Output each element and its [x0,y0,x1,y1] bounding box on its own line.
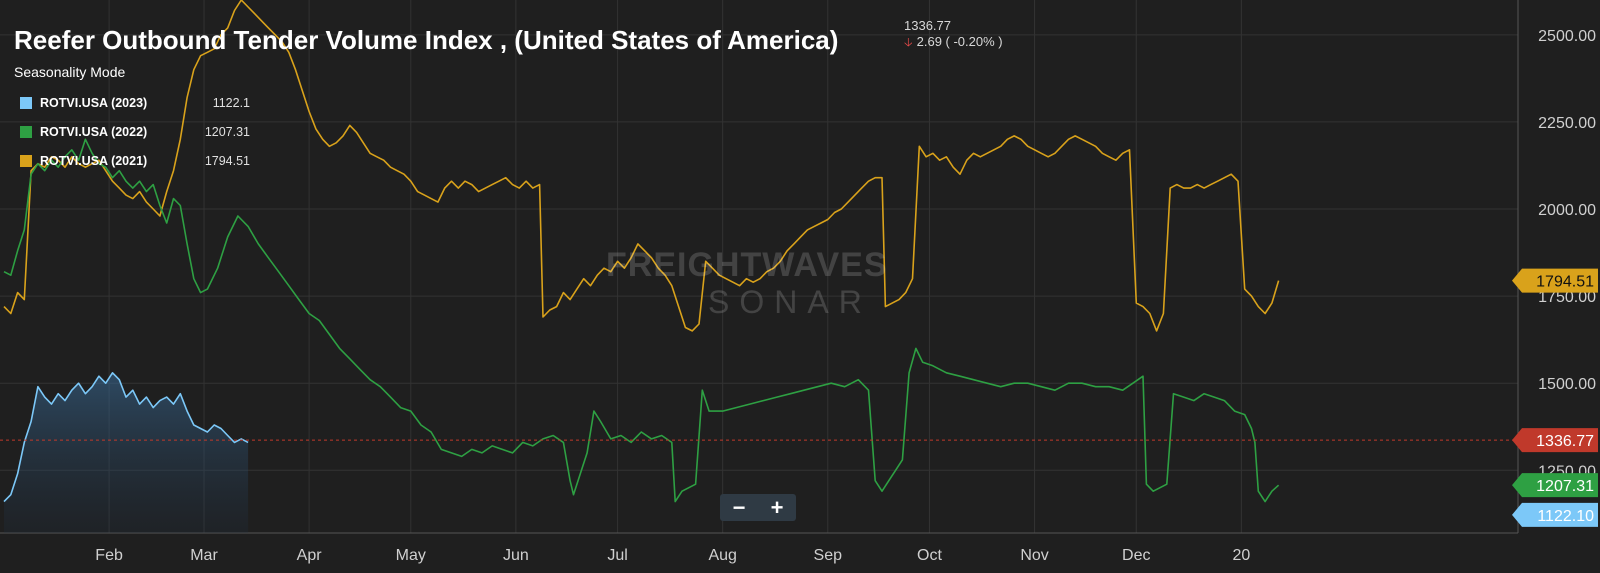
x-tick-label: Mar [190,547,218,564]
last-value-box: 1336.77 🡣 2.69 ( -0.20% ) [904,18,1003,50]
series-lines [3,0,1280,503]
x-tick-label: Dec [1122,547,1150,564]
legend-value: 1794.51 [204,153,250,168]
x-tick-label: Nov [1020,547,1048,564]
badge-2021-shape [1512,268,1598,293]
legend-name: ROTVI.USA (2023) [40,95,148,110]
y-tick-label: 2250.00 [1538,115,1596,132]
legend: ROTVI.USA (2023) 1122.1 ROTVI.USA (2022)… [20,88,250,175]
legend-swatch-2023 [20,96,32,109]
axis-labels: 1250.001500.001750.002000.002250.002500.… [95,28,1596,564]
x-tick-label: Oct [917,547,942,564]
last-value: 1336.77 [904,18,951,33]
badge-2022-shape [1512,473,1598,498]
legend-swatch-2021 [20,154,32,167]
series-line-2022 [3,138,1280,503]
badge-2023-label: 1122.10 [1537,508,1594,525]
legend-value: 1207.31 [204,124,250,139]
badge-2023: 1122.10 [1512,502,1598,527]
badge-2022-label: 1207.31 [1536,478,1594,495]
grid-lines [0,0,1519,534]
change-row: 🡣 2.69 ( -0.20% ) [904,34,1003,50]
chart-title: Reefer Outbound Tender Volume Index , (U… [14,25,839,55]
seasonality-mode-label: Seasonality Mode [14,64,126,80]
badge-current-label: 1336.77 [1536,433,1594,450]
badge-current: 1336.77 [1512,428,1598,453]
series-line-2023 [3,372,249,503]
change-value: 2.69 ( -0.20% ) [916,34,1003,49]
series-line-2021 [3,0,1280,332]
plus-icon[interactable]: + [770,495,784,520]
x-tick-label: Jul [607,547,627,564]
minus-icon[interactable]: − [732,495,746,520]
value-badges: 1794.51 1336.77 1207.31 1122.10 [1512,268,1598,527]
watermark-sonar: SONAR [708,284,872,320]
watermark-freightwaves: FREIGHTWAVES [606,246,888,284]
badge-current-shape [1512,428,1598,453]
arrow-down-icon: 🡣 [904,35,913,49]
x-tick-label: May [396,547,426,564]
x-tick-label: Apr [297,547,323,564]
zoom-controls: − + [720,494,796,521]
y-tick-label: 2000.00 [1538,202,1596,219]
badge-2021: 1794.51 [1512,268,1598,293]
legend-value: 1122.1 [212,95,250,110]
badge-2022: 1207.31 [1512,473,1598,498]
y-tick-label: 2500.00 [1538,28,1596,45]
x-tick-label: Sep [814,547,843,564]
y-tick-label: 1750.00 [1538,289,1596,306]
x-tick-label: Jun [503,547,529,564]
legend-item-2022[interactable]: ROTVI.USA (2022) 1207.31 [20,117,250,146]
legend-name: ROTVI.USA (2022) [40,124,148,139]
legend-swatch-2022 [20,125,32,138]
legend-name: ROTVI.USA (2021) [40,153,148,168]
x-tick-label: Aug [708,547,736,564]
legend-item-2023[interactable]: ROTVI.USA (2023) 1122.1 [20,88,250,117]
y-tick-label: 1500.00 [1538,376,1596,393]
x-tick-label: 20 [1232,547,1250,564]
legend-item-2021[interactable]: ROTVI.USA (2021) 1794.51 [20,146,250,175]
badge-2021-label: 1794.51 [1536,274,1594,291]
x-tick-label: Feb [95,547,123,564]
badge-2023-shape [1512,502,1598,527]
